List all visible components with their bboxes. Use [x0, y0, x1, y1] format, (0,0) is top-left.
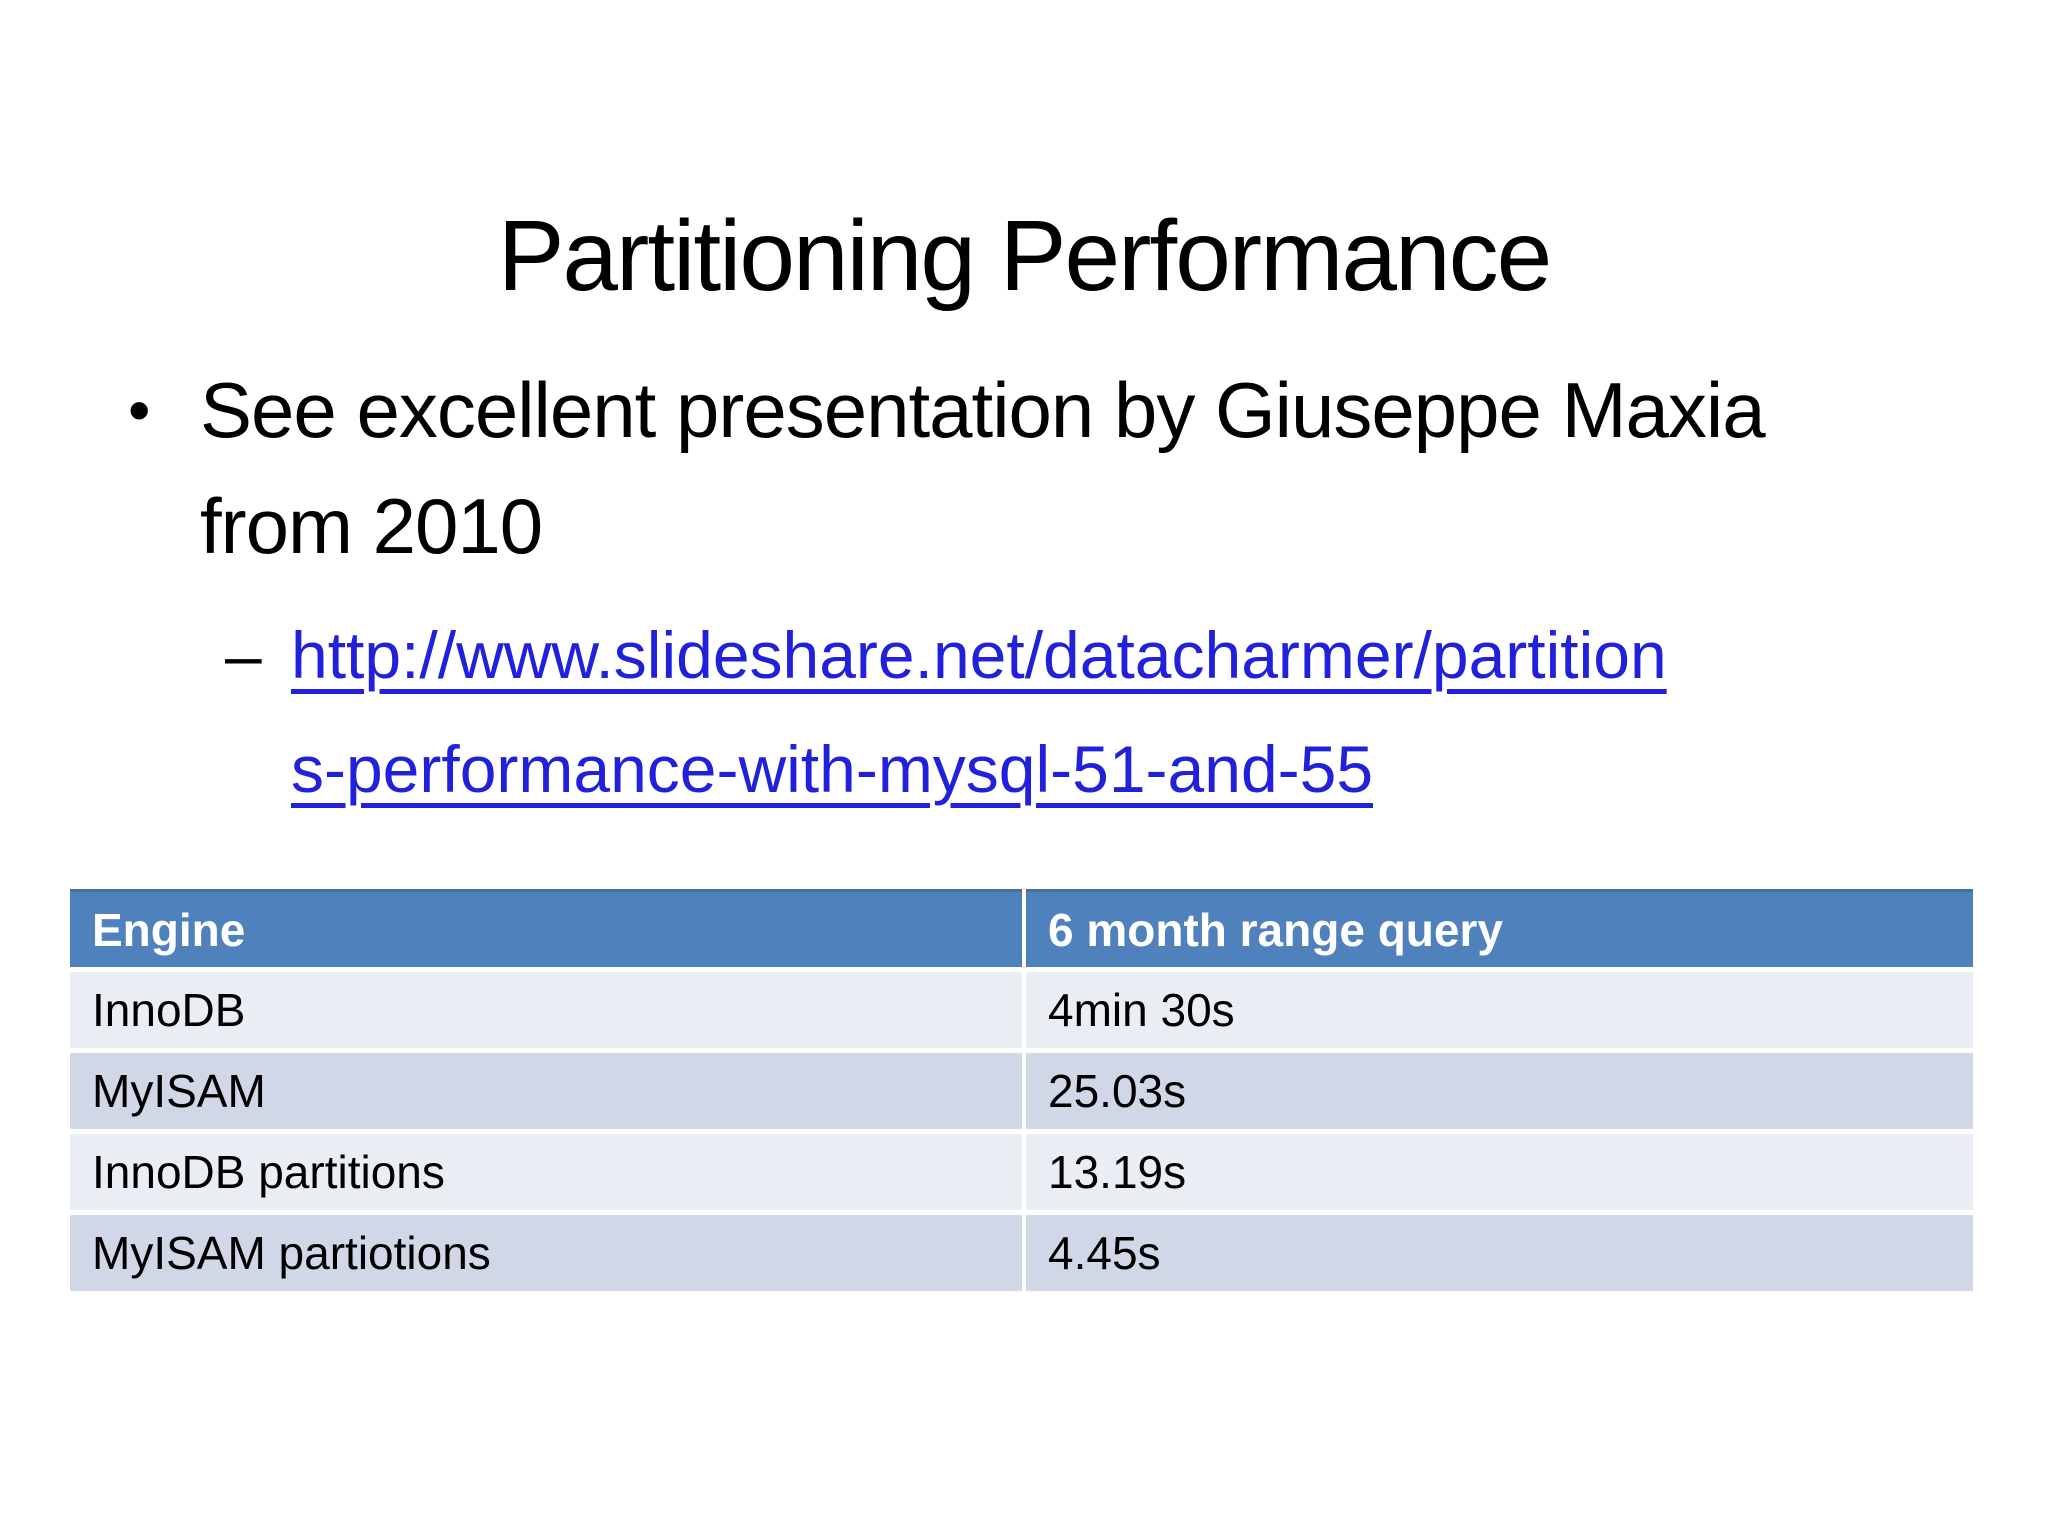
- table-header-engine: Engine: [70, 889, 1022, 967]
- bullet-item: • See excellent presentation by Giuseppe…: [128, 352, 1766, 584]
- table-row: MyISAM 25.03s: [70, 1053, 1973, 1129]
- table-row: MyISAM partiotions 4.45s: [70, 1215, 1973, 1291]
- sub-bullet-item: – http://www.slideshare.net/datacharmer/…: [225, 598, 1667, 826]
- table-cell-engine: MyISAM partiotions: [70, 1215, 1022, 1291]
- table-cell-engine: MyISAM: [70, 1053, 1022, 1129]
- table-row: InnoDB partitions 13.19s: [70, 1134, 1973, 1210]
- slideshare-link-line-1[interactable]: http://www.slideshare.net/datacharmer/pa…: [291, 618, 1667, 692]
- table-cell-query-time: 4.45s: [1026, 1215, 1973, 1291]
- dash-bullet-icon: –: [225, 618, 262, 692]
- slide-title: Partitioning Performance: [497, 200, 1553, 312]
- table-cell-engine: InnoDB partitions: [70, 1134, 1022, 1210]
- table-header-query: 6 month range query: [1026, 889, 1973, 967]
- table-header-row: Engine 6 month range query: [70, 889, 1973, 967]
- performance-table: Engine 6 month range query InnoDB 4min 3…: [70, 889, 1973, 1296]
- bullet-text-line-2: from 2010: [200, 482, 543, 570]
- slideshare-link[interactable]: http://www.slideshare.net/datacharmer/pa…: [291, 598, 1667, 826]
- table-row: InnoDB 4min 30s: [70, 972, 1973, 1048]
- bullet-dot-icon: •: [128, 374, 150, 446]
- slideshare-link-line-2[interactable]: s-performance-with-mysql-51-and-55: [291, 732, 1374, 806]
- table-cell-query-time: 25.03s: [1026, 1053, 1973, 1129]
- bullet-text: See excellent presentation by Giuseppe M…: [200, 352, 1766, 584]
- table-cell-query-time: 13.19s: [1026, 1134, 1973, 1210]
- table-cell-query-time: 4min 30s: [1026, 972, 1973, 1048]
- bullet-text-line-1: See excellent presentation by Giuseppe M…: [200, 366, 1766, 454]
- table-cell-engine: InnoDB: [70, 972, 1022, 1048]
